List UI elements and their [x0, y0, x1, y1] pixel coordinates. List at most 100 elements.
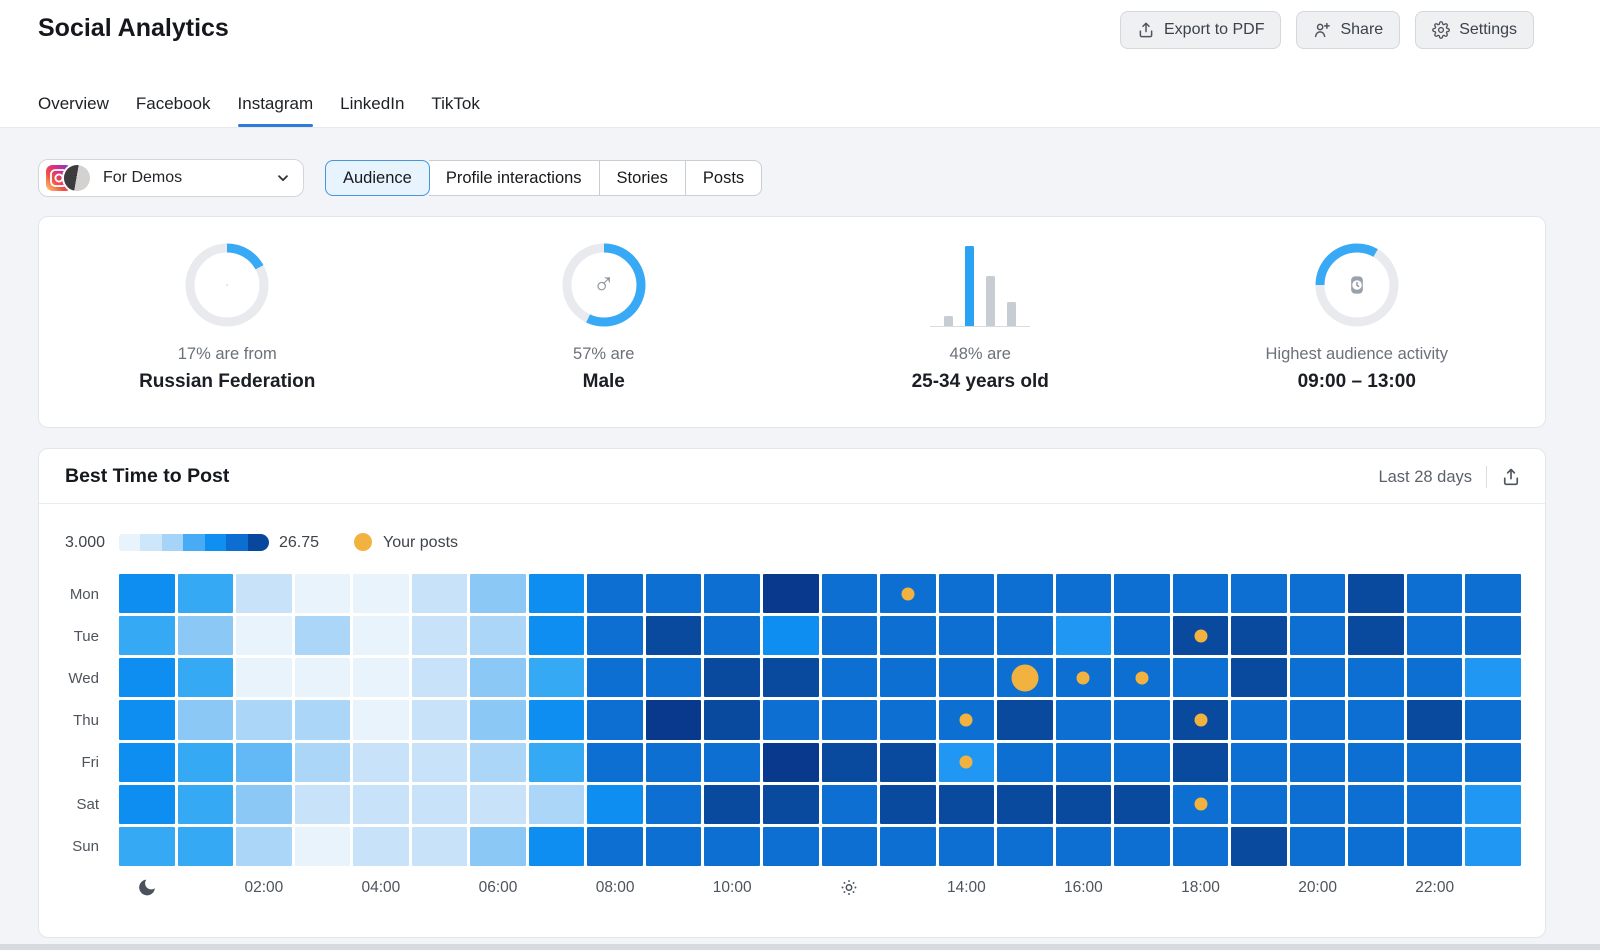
heatmap-cell-sun-10	[704, 827, 760, 866]
heatmap-cell-mon-23	[1465, 574, 1521, 613]
export-button[interactable]: Export to PDF	[1120, 11, 1281, 49]
tab-linkedin[interactable]: LinkedIn	[340, 94, 404, 127]
heatmap-cell-sat-1	[178, 785, 234, 824]
legend-scale-step	[162, 534, 183, 551]
heatmap-cell-fri-15	[997, 743, 1053, 782]
age-bar	[965, 246, 974, 326]
heatmap-cell-wed-12	[822, 658, 878, 697]
heatmap-cell-wed-1	[178, 658, 234, 697]
segment-profile-interactions[interactable]: Profile interactions	[429, 160, 600, 196]
heatmap-cell-fri-12	[822, 743, 878, 782]
heatmap-cell-sun-20	[1290, 827, 1346, 866]
heatmap-cell-thu-1	[178, 700, 234, 739]
profile-avatar	[64, 165, 90, 191]
heatmap-cell-wed-13	[880, 658, 936, 697]
chevron-down-icon	[275, 170, 291, 186]
tab-instagram[interactable]: Instagram	[238, 94, 314, 127]
your-posts-dot-icon	[354, 533, 372, 551]
button-label: Share	[1340, 21, 1383, 39]
heatmap-cell-thu-5	[412, 700, 468, 739]
legend-scale-step	[248, 534, 269, 551]
heatmap-cell-thu-17	[1114, 700, 1170, 739]
heatmap-cell-wed-23	[1465, 658, 1521, 697]
account-selector[interactable]: For Demos	[38, 159, 304, 197]
heatmap-cell-thu-14	[939, 700, 995, 739]
heatmap-cell-thu-8	[587, 700, 643, 739]
heatmap-grid	[119, 574, 1521, 866]
legend-color-scale	[119, 534, 269, 551]
tick-label-1400: 14:00	[947, 879, 986, 897]
heatmap-cell-sat-14	[939, 785, 995, 824]
heatmap-cell-sun-13	[880, 827, 936, 866]
heatmap-cell-sun-5	[412, 827, 468, 866]
segment-audience[interactable]: Audience	[325, 160, 430, 196]
heatmap-cell-wed-20	[1290, 658, 1346, 697]
stat-item-3: 48% are25-34 years old	[792, 217, 1169, 427]
heatmap-cell-tue-14	[939, 616, 995, 655]
date-range-label: Last 28 days	[1378, 468, 1472, 487]
heatmap-cell-sun-17	[1114, 827, 1170, 866]
heatmap-cell-wed-10	[704, 658, 760, 697]
legend-scale-step	[226, 534, 247, 551]
heatmap-cell-sun-23	[1465, 827, 1521, 866]
best-time-to-post-card: Best Time to Post Last 28 days 3.000 26.…	[38, 448, 1546, 938]
segment-stories[interactable]: Stories	[600, 160, 686, 196]
segment-posts[interactable]: Posts	[686, 160, 762, 196]
heatmap-cell-mon-13	[880, 574, 936, 613]
heatmap-cell-thu-4	[353, 700, 409, 739]
heatmap-cell-fri-3	[295, 743, 351, 782]
header-buttons: Export to PDF Share Settings	[1120, 11, 1534, 49]
tab-facebook[interactable]: Facebook	[136, 94, 211, 127]
age-bar	[944, 316, 953, 326]
heatmap-cell-sun-15	[997, 827, 1053, 866]
heatmap-cell-wed-5	[412, 658, 468, 697]
card-header-divider	[39, 503, 1545, 504]
heatmap-cell-mon-20	[1290, 574, 1346, 613]
heatmap-cell-thu-10	[704, 700, 760, 739]
heatmap-cell-sat-12	[822, 785, 878, 824]
your-posts-label: Your posts	[383, 534, 458, 552]
heatmap-cell-mon-16	[1056, 574, 1112, 613]
social-analytics-app: Social Analytics Export to PDFShareSetti…	[0, 0, 1600, 950]
heatmap-cell-wed-19	[1231, 658, 1287, 697]
bottom-edge-strip	[0, 944, 1600, 950]
heatmap-cell-wed-22	[1407, 658, 1463, 697]
export-chart-icon[interactable]	[1501, 467, 1521, 487]
settings-button[interactable]: Settings	[1415, 11, 1534, 49]
share-button[interactable]: Share	[1296, 11, 1400, 49]
tab-overview[interactable]: Overview	[38, 94, 109, 127]
heatmap-cell-wed-6	[470, 658, 526, 697]
heatmap-cell-sat-5	[412, 785, 468, 824]
heatmap-cell-sun-8	[587, 827, 643, 866]
tab-tiktok[interactable]: TikTok	[431, 94, 480, 127]
heatmap-cell-tue-21	[1348, 616, 1404, 655]
stat-item-4: Highest audience activity09:00 – 13:00	[1169, 217, 1546, 427]
heatmap-cell-sat-3	[295, 785, 351, 824]
row-label-thu: Thu	[39, 712, 99, 729]
heatmap-cell-sun-21	[1348, 827, 1404, 866]
heatmap-cell-thu-2	[236, 700, 292, 739]
tick-label-1000: 10:00	[713, 879, 752, 897]
tick-label-1800: 18:00	[1181, 879, 1220, 897]
heatmap-cell-sat-18	[1173, 785, 1229, 824]
export-icon	[1137, 21, 1155, 39]
legend-max-value: 26.75	[279, 534, 319, 552]
stat-item-1: 17% are fromRussian Federation	[39, 217, 416, 427]
heatmap-cell-mon-0	[119, 574, 175, 613]
heatmap-cell-thu-20	[1290, 700, 1346, 739]
stat-item-2: ♂57% areMale	[416, 217, 793, 427]
age-bars-chart	[930, 243, 1030, 327]
heatmap-cell-tue-20	[1290, 616, 1346, 655]
heatmap-cell-fri-11	[763, 743, 819, 782]
heatmap-cell-mon-7	[529, 574, 585, 613]
heatmap-cell-sat-10	[704, 785, 760, 824]
tick-label-0200: 02:00	[244, 879, 283, 897]
heatmap-cell-thu-13	[880, 700, 936, 739]
heatmap-cell-tue-10	[704, 616, 760, 655]
heatmap-cell-sat-9	[646, 785, 702, 824]
heatmap-cell-fri-1	[178, 743, 234, 782]
heatmap-cell-tue-1	[178, 616, 234, 655]
heatmap-cell-sat-19	[1231, 785, 1287, 824]
heatmap-cell-wed-21	[1348, 658, 1404, 697]
heatmap-cell-sun-6	[470, 827, 526, 866]
